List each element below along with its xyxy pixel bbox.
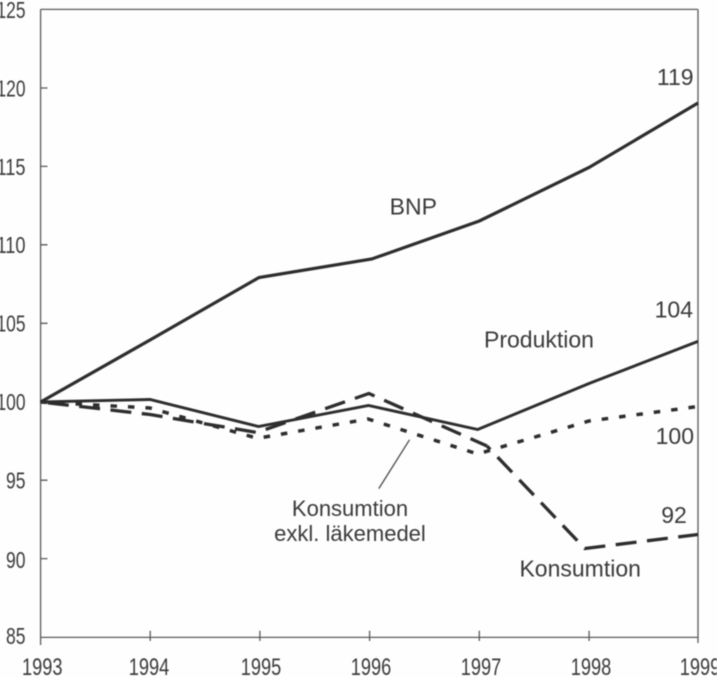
svg-text:125: 125 (0, 0, 26, 23)
svg-text:1993: 1993 (22, 654, 63, 678)
svg-text:1994: 1994 (129, 654, 170, 678)
svg-text:1996: 1996 (351, 654, 392, 678)
svg-text:1995: 1995 (241, 654, 282, 678)
svg-text:110: 110 (0, 232, 26, 258)
svg-text:100: 100 (0, 389, 26, 415)
svg-text:Konsumtion: Konsumtion (519, 556, 640, 582)
svg-text:92: 92 (661, 502, 687, 528)
svg-text:119: 119 (657, 64, 694, 90)
svg-text:90: 90 (6, 547, 26, 573)
svg-text:120: 120 (0, 75, 26, 101)
svg-text:1998: 1998 (571, 654, 612, 678)
svg-text:1997: 1997 (461, 654, 502, 678)
svg-text:1999: 1999 (680, 654, 717, 678)
svg-text:95: 95 (6, 468, 26, 494)
svg-text:Produktion: Produktion (484, 327, 594, 353)
svg-text:exkl. läkemedel: exkl. läkemedel (274, 521, 426, 546)
svg-text:BNP: BNP (390, 194, 437, 220)
svg-text:105: 105 (0, 311, 26, 337)
svg-text:115: 115 (0, 154, 26, 180)
svg-text:100: 100 (656, 423, 694, 449)
svg-text:Konsumtion: Konsumtion (292, 496, 408, 521)
svg-text:85: 85 (6, 623, 26, 649)
svg-text:104: 104 (655, 297, 694, 323)
